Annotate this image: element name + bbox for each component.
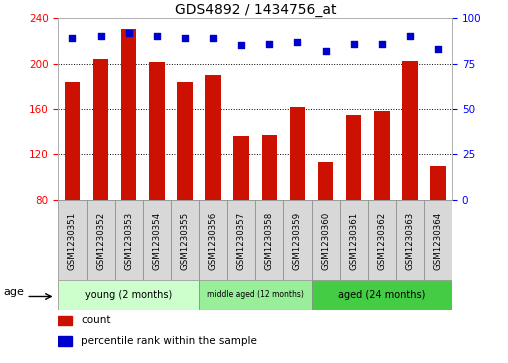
Point [406,33,414,39]
Title: GDS4892 / 1434756_at: GDS4892 / 1434756_at [175,3,336,17]
Bar [149,62,165,200]
Bar [318,162,333,200]
Bar [255,200,283,280]
Bar [402,61,418,200]
Bar [234,136,249,200]
Bar [171,200,199,280]
Bar [58,337,72,346]
Text: GSM1230363: GSM1230363 [405,212,415,270]
Bar [205,75,221,200]
Bar [290,107,305,200]
Text: GSM1230353: GSM1230353 [124,212,133,270]
Point [265,41,273,46]
Point [322,48,330,54]
Bar [262,135,277,200]
Bar [121,29,137,200]
Bar [58,315,72,325]
Text: young (2 months): young (2 months) [85,290,172,300]
Point [350,41,358,46]
Bar [346,115,361,200]
Point [378,41,386,46]
Bar [199,280,311,310]
Text: GSM1230359: GSM1230359 [293,212,302,270]
Point [434,46,442,52]
Point [153,33,161,39]
Bar [65,82,80,200]
Point [209,35,217,41]
Bar [368,200,396,280]
Bar [311,200,340,280]
Bar [311,280,452,310]
Bar [199,200,227,280]
Bar [340,200,368,280]
Bar [86,200,115,280]
Point [124,30,133,36]
Bar [58,280,199,310]
Text: GSM1230355: GSM1230355 [180,212,189,270]
Bar [424,200,452,280]
Text: count: count [81,315,111,325]
Point [97,33,105,39]
Text: GSM1230358: GSM1230358 [265,212,274,270]
Text: GSM1230351: GSM1230351 [68,212,77,270]
Text: GSM1230352: GSM1230352 [96,212,105,270]
Bar [374,111,390,200]
Point [294,39,302,45]
Point [181,35,189,41]
Text: GSM1230360: GSM1230360 [321,212,330,270]
Bar [115,200,143,280]
Text: GSM1230354: GSM1230354 [152,212,162,270]
Bar [283,200,311,280]
Text: GSM1230356: GSM1230356 [209,212,217,270]
Bar [93,59,108,200]
Bar [58,200,86,280]
Bar [177,82,193,200]
Bar [396,200,424,280]
Text: age: age [3,287,24,297]
Text: GSM1230357: GSM1230357 [237,212,246,270]
Text: aged (24 months): aged (24 months) [338,290,426,300]
Text: middle aged (12 months): middle aged (12 months) [207,290,304,299]
Point [69,35,77,41]
Text: GSM1230364: GSM1230364 [433,212,442,270]
Text: GSM1230361: GSM1230361 [349,212,358,270]
Bar [143,200,171,280]
Bar [227,200,255,280]
Point [237,42,245,48]
Text: GSM1230362: GSM1230362 [377,212,386,270]
Bar [430,166,446,200]
Text: percentile rank within the sample: percentile rank within the sample [81,336,257,346]
